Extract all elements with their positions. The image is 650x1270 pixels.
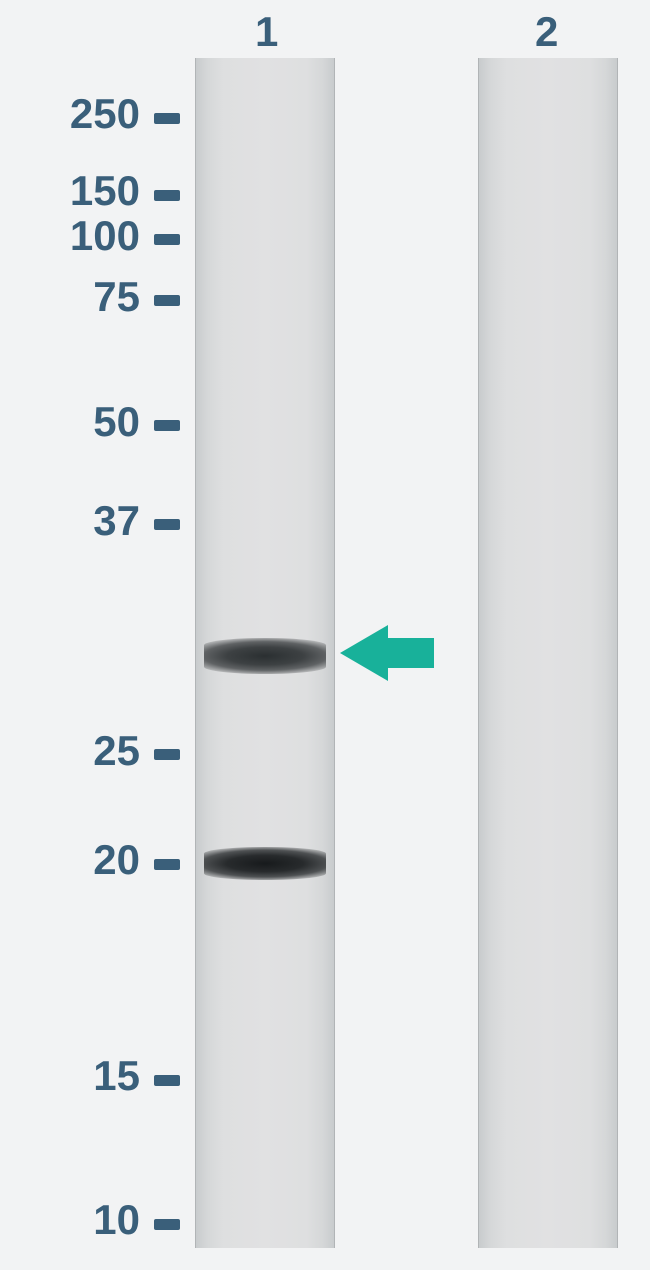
lane-2 <box>478 58 618 1248</box>
lane-header-2: 2 <box>535 8 558 56</box>
marker-label-250: 250 <box>30 90 140 138</box>
marker-tick-20 <box>154 859 180 870</box>
marker-label-75: 75 <box>30 273 140 321</box>
marker-tick-250 <box>154 113 180 124</box>
target-band-arrow-icon <box>340 625 434 681</box>
marker-tick-150 <box>154 190 180 201</box>
marker-label-50: 50 <box>30 398 140 446</box>
marker-label-20: 20 <box>30 836 140 884</box>
marker-tick-25 <box>154 749 180 760</box>
marker-label-10: 10 <box>30 1196 140 1244</box>
marker-tick-15 <box>154 1075 180 1086</box>
marker-tick-75 <box>154 295 180 306</box>
band-lane1-upper <box>204 638 325 674</box>
marker-tick-37 <box>154 519 180 530</box>
marker-label-150: 150 <box>30 167 140 215</box>
arrow-shaft-icon <box>388 638 434 668</box>
marker-tick-100 <box>154 234 180 245</box>
arrow-head-icon <box>340 625 388 681</box>
lane-header-1: 1 <box>255 8 278 56</box>
lane-1 <box>195 58 335 1248</box>
marker-label-25: 25 <box>30 727 140 775</box>
marker-label-37: 37 <box>30 497 140 545</box>
marker-label-100: 100 <box>30 212 140 260</box>
western-blot-figure: { "figure": { "type": "western-blot", "w… <box>0 0 650 1270</box>
marker-label-15: 15 <box>30 1052 140 1100</box>
marker-tick-50 <box>154 420 180 431</box>
band-lane1-lower <box>204 847 325 880</box>
marker-tick-10 <box>154 1219 180 1230</box>
